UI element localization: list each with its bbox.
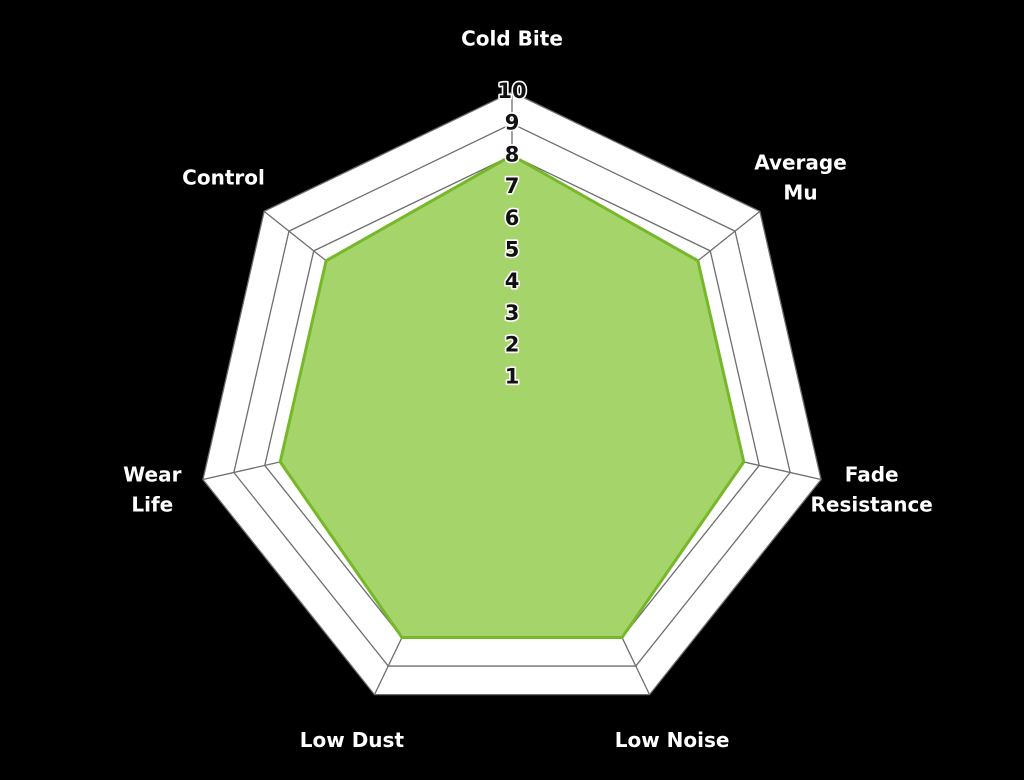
axis-label-control: Control	[181, 164, 267, 191]
radar-ring-9	[233, 122, 791, 667]
axis-label-low-dust-line-0: Low Dust	[300, 728, 405, 752]
axis-label-average-mu-line-0: Average	[754, 150, 847, 174]
axis-label-average-mu-line-1: Mu	[783, 180, 817, 204]
radar-series-polygon-0	[278, 153, 746, 639]
radar-tick-label-8: 8	[505, 142, 520, 166]
axis-label-fade-resistance-line-0: Fade	[845, 463, 899, 487]
axis-label-wear-life: Wear Life	[122, 461, 183, 518]
axis-label-low-noise-line-0: Low Noise	[615, 728, 730, 752]
axis-label-wear-life-line-0: Wear	[123, 463, 181, 487]
axis-label-fade-resistance-line-1: Resistance	[811, 493, 933, 517]
radar-tick-label-6: 6	[505, 206, 520, 230]
radar-tick-label-4: 4	[505, 269, 520, 293]
axis-label-cold-bite-line-0: Cold Bite	[461, 27, 563, 51]
radar-tick-label-3: 3	[505, 301, 520, 325]
axis-label-cold-bite: Cold Bite	[460, 25, 565, 52]
axis-label-fade-resistance: Fade Resistance	[809, 461, 934, 518]
radar-tick-label-1: 1	[505, 364, 520, 388]
radar-tick-label-9: 9	[505, 111, 520, 135]
radar-tick-label-10: 10	[497, 79, 526, 103]
radar-tick-label-2: 2	[505, 333, 520, 357]
axis-label-wear-life-line-1: Life	[131, 493, 173, 517]
axis-label-average-mu: Average Mu	[753, 149, 849, 206]
radar-axis-labels: Cold Bite Average Mu Fade Resistance Low Nois…	[122, 25, 935, 754]
radar-tick-label-7: 7	[505, 174, 520, 198]
axis-label-control-line-0: Control	[182, 165, 265, 189]
radar-tick-labels: 1 2 3 4 5 6 7 8 9 10	[496, 77, 528, 389]
axis-label-low-dust: Low Dust	[298, 727, 406, 754]
radar-tick-label-5: 5	[505, 238, 520, 262]
radar-series-layer	[278, 153, 746, 639]
axis-label-low-noise: Low Noise	[613, 727, 731, 754]
